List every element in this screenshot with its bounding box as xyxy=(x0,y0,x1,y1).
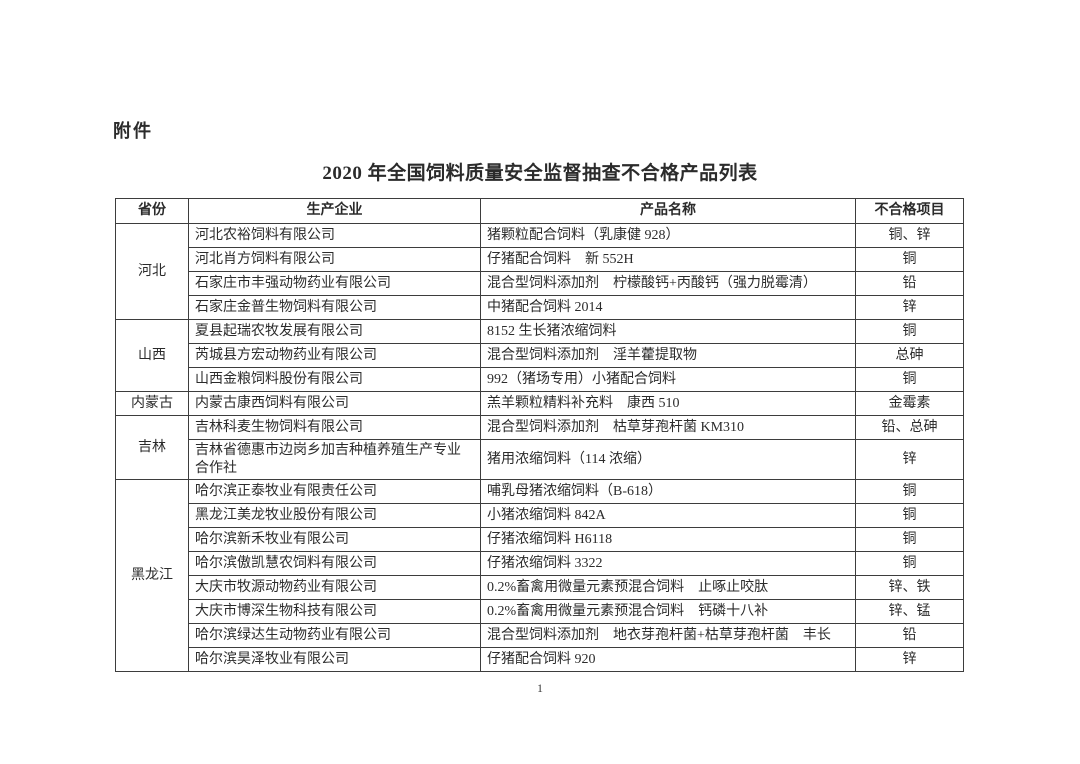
table-row: 内蒙古 内蒙古康西饲料有限公司 羔羊颗粒精料补充料 康西 510 金霉素 xyxy=(115,391,964,416)
items-cell: 铅 xyxy=(855,271,964,296)
table-row: 大庆市牧源动物药业有限公司 0.2%畜禽用微量元素预混合饲料 止啄止咬肽 锌、铁 xyxy=(116,575,964,600)
table-header-row: 省份 生产企业 产品名称 不合格项目 xyxy=(115,198,964,224)
table-row: 哈尔滨新禾牧业有限公司 仔猪浓缩饲料 H6118 铜 xyxy=(116,527,964,552)
company-cell: 哈尔滨绿达生动物药业有限公司 xyxy=(188,623,481,648)
items-cell: 铜 xyxy=(855,319,964,344)
product-cell: 8152 生长猪浓缩饲料 xyxy=(480,319,856,344)
header-cell: 生产企业 xyxy=(188,198,481,224)
table-row: 黑龙江美龙牧业股份有限公司 小猪浓缩饲料 842A 铜 xyxy=(116,503,964,528)
province-cell: 黑龙江 xyxy=(115,479,189,672)
product-cell: 仔猪配合饲料 新 552H xyxy=(480,247,856,272)
company-cell: 哈尔滨正泰牧业有限责任公司 xyxy=(188,479,481,504)
company-cell: 哈尔滨傲凯慧农饲料有限公司 xyxy=(188,551,481,576)
items-cell: 铜 xyxy=(855,247,964,272)
table-row: 河北肖方饲料有限公司 仔猪配合饲料 新 552H 铜 xyxy=(116,247,964,272)
company-cell: 河北肖方饲料有限公司 xyxy=(188,247,481,272)
product-cell: 混合型饲料添加剂 枯草芽孢杆菌 KM310 xyxy=(480,415,856,440)
table-row: 黑龙江 哈尔滨正泰牧业有限责任公司 哺乳母猪浓缩饲料（B-618）铜 xyxy=(115,479,964,672)
company-cell: 石家庄金普生物饲料有限公司 xyxy=(188,295,481,320)
product-cell: 猪用浓缩饲料（114 浓缩） xyxy=(480,439,856,480)
attachment-label: 附件 xyxy=(113,121,153,141)
product-cell: 中猪配合饲料 2014 xyxy=(480,295,856,320)
items-cell: 锌 xyxy=(855,647,964,672)
company-cell: 大庆市博深生物科技有限公司 xyxy=(188,599,481,624)
company-cell: 吉林省德惠市边岗乡加吉种植养殖生产专业合作社 xyxy=(188,439,481,480)
product-cell: 哺乳母猪浓缩饲料（B-618） xyxy=(480,479,856,504)
header-cell: 不合格项目 xyxy=(855,198,964,224)
product-cell: 羔羊颗粒精料补充料 康西 510 xyxy=(480,391,856,416)
company-cell: 石家庄市丰强动物药业有限公司 xyxy=(188,271,481,296)
page-title: 2020 年全国饲料质量安全监督抽查不合格产品列表 xyxy=(322,163,758,184)
table-row: 石家庄市丰强动物药业有限公司 混合型饲料添加剂 柠檬酸钙+丙酸钙（强力脱霉清）铅 xyxy=(116,271,964,296)
table-row: 吉林 吉林科麦生物饲料有限公司 混合型饲料添加剂 枯草芽孢杆菌 KM310 铅、总砷 xyxy=(115,415,964,480)
items-cell: 铅 xyxy=(855,623,964,648)
items-cell: 铜 xyxy=(855,479,964,504)
product-cell: 仔猪配合饲料 920 xyxy=(480,647,856,672)
company-cell: 哈尔滨昊泽牧业有限公司 xyxy=(188,647,481,672)
product-cell: 猪颗粒配合饲料（乳康健 928） xyxy=(480,223,856,248)
items-cell: 总砷 xyxy=(855,343,964,368)
province-cell: 山西 xyxy=(115,319,189,392)
company-cell: 河北农裕饲料有限公司 xyxy=(188,223,481,248)
company-cell: 黑龙江美龙牧业股份有限公司 xyxy=(188,503,481,528)
product-cell: 仔猪浓缩饲料 H6118 xyxy=(480,527,856,552)
product-cell: 混合型饲料添加剂 淫羊藿提取物 xyxy=(480,343,856,368)
products-table: 省份 生产企业 产品名称 不合格项目 河北 河北农裕饲料有限公司 猪颗粒配合饲料（乳康健 … xyxy=(115,198,964,672)
product-cell: 0.2%畜禽用微量元素预混合饲料 钙磷十八补 xyxy=(480,599,856,624)
items-cell: 铜、锌 xyxy=(855,223,964,248)
header-cell: 省份 xyxy=(115,198,189,224)
items-cell: 铜 xyxy=(855,367,964,392)
table-row: 河北 河北农裕饲料有限公司 猪颗粒配合饲料（乳康健 928） 铜、锌 xyxy=(115,223,964,320)
company-cell: 山西金粮饲料股份有限公司 xyxy=(188,367,481,392)
table-row: 大庆市博深生物科技有限公司 0.2%畜禽用微量元素预混合饲料 钙磷十八补 锌、锰 xyxy=(116,599,964,624)
product-cell: 混合型饲料添加剂 柠檬酸钙+丙酸钙（强力脱霉清） xyxy=(480,271,856,296)
table-body: 河北 河北农裕饲料有限公司 猪颗粒配合饲料（乳康健 928） 铜、锌 河北肖方饲料有限公… xyxy=(115,223,964,672)
table-row: 哈尔滨傲凯慧农饲料有限公司 仔猪浓缩饲料 3322 铜 xyxy=(116,551,964,576)
product-cell: 0.2%畜禽用微量元素预混合饲料 止啄止咬肽 xyxy=(480,575,856,600)
company-cell: 大庆市牧源动物药业有限公司 xyxy=(188,575,481,600)
product-cell: 混合型饲料添加剂 地衣芽孢杆菌+枯草芽孢杆菌 丰长 xyxy=(480,623,856,648)
company-cell: 吉林科麦生物饲料有限公司 xyxy=(188,415,481,440)
items-cell: 铜 xyxy=(855,503,964,528)
company-cell: 内蒙古康西饲料有限公司 xyxy=(188,391,481,416)
province-cell: 内蒙古 xyxy=(115,391,189,416)
table-row: 芮城县方宏动物药业有限公司 混合型饲料添加剂 淫羊藿提取物 总砷 xyxy=(116,343,964,368)
items-cell: 铜 xyxy=(855,527,964,552)
company-cell: 夏县起瑞农牧发展有限公司 xyxy=(188,319,481,344)
province-cell: 河北 xyxy=(115,223,189,320)
items-cell: 锌、铁 xyxy=(855,575,964,600)
items-cell: 金霉素 xyxy=(855,391,964,416)
header-cell: 产品名称 xyxy=(480,198,856,224)
table-row: 山西 夏县起瑞农牧发展有限公司 8152 生长猪浓缩饲料铜 xyxy=(115,319,964,392)
items-cell: 铜 xyxy=(855,551,964,576)
table-row: 哈尔滨绿达生动物药业有限公司 混合型饲料添加剂 地衣芽孢杆菌+枯草芽孢杆菌 丰长铅 xyxy=(116,623,964,648)
items-cell: 锌 xyxy=(855,295,964,320)
page-number: 1 xyxy=(537,681,543,695)
table-row: 山西金粮饲料股份有限公司 992（猪场专用）小猪配合饲料铜 xyxy=(116,367,964,392)
table-row: 哈尔滨昊泽牧业有限公司 仔猪配合饲料 920 锌 xyxy=(116,647,964,672)
items-cell: 铅、总砷 xyxy=(855,415,964,440)
items-cell: 锌 xyxy=(855,439,964,480)
product-cell: 992（猪场专用）小猪配合饲料 xyxy=(480,367,856,392)
company-cell: 哈尔滨新禾牧业有限公司 xyxy=(188,527,481,552)
items-cell: 锌、锰 xyxy=(855,599,964,624)
table-row: 吉林省德惠市边岗乡加吉种植养殖生产专业合作社 猪用浓缩饲料（114 浓缩）锌 xyxy=(116,439,964,480)
province-cell: 吉林 xyxy=(115,415,189,480)
product-cell: 小猪浓缩饲料 842A xyxy=(480,503,856,528)
company-cell: 芮城县方宏动物药业有限公司 xyxy=(188,343,481,368)
table-row: 石家庄金普生物饲料有限公司 中猪配合饲料 2014 锌 xyxy=(116,295,964,320)
product-cell: 仔猪浓缩饲料 3322 xyxy=(480,551,856,576)
